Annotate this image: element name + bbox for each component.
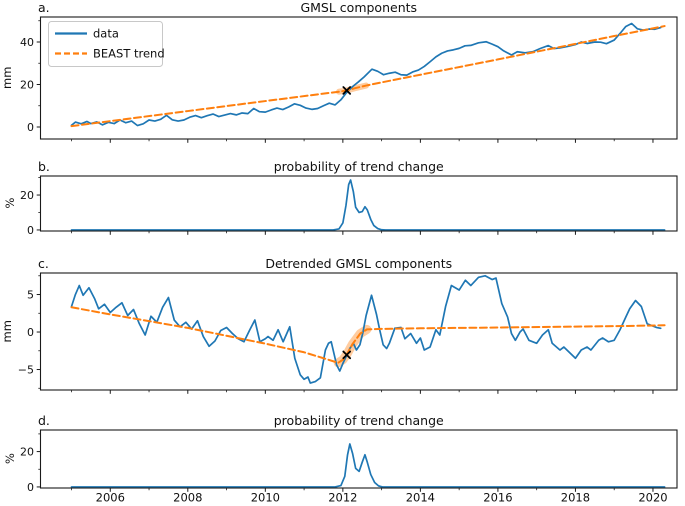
panel-d-probability-line (70, 443, 666, 488)
panel-a: 0 20 40 a. GMSL components mm data BEAST trend (0, 0, 678, 143)
panel-b-plot-area (70, 179, 666, 231)
panel-b-ylabel: % (3, 198, 17, 209)
panel-a-letter: a. (38, 0, 50, 15)
panel-c-ylabel: mm (0, 320, 14, 342)
x-axis-tick-label: 2010 (251, 491, 280, 505)
x-axis-tick-label: 2012 (328, 491, 357, 505)
legend-item-label: data (93, 27, 119, 41)
panel-c-changepoint-marker (342, 350, 352, 360)
panel-d-spines (39, 429, 678, 489)
panel-d-ylabel: % (3, 453, 17, 464)
x-axis-tick-label: 2016 (483, 491, 512, 505)
legend-item-label: BEAST trend (93, 47, 165, 61)
panel-b: 0 20 b. probability of trend change% (3, 159, 678, 237)
panel-c-plot-area (70, 274, 666, 384)
panel-c-data-line (70, 274, 662, 384)
panel-d-ytick-label: 20 (20, 446, 34, 459)
panel-c: −5 0 5 c. Detrended GMSL components mm (0, 256, 678, 394)
legend: data BEAST trend (48, 21, 165, 67)
panel-a-plot-area (70, 22, 666, 128)
panel-d: 0 20 2006 2008 2010 2012 2014 2016 2018 2020 d. pro… (3, 413, 678, 505)
panel-a-ytick-label: 20 (20, 78, 34, 91)
panel-d-plot-area (70, 443, 666, 488)
panel-b-letter: b. (38, 159, 50, 174)
panel-b-probability-line (70, 179, 666, 231)
panel-b-title: probability of trend change (274, 159, 444, 174)
panel-c-ytick-label: −5 (18, 364, 34, 377)
panel-a-ytick-label: 40 (20, 36, 34, 49)
panel-c-spines (39, 272, 678, 391)
panel-d-title: probability of trend change (274, 413, 444, 428)
x-axis-tick-label: 2020 (638, 491, 667, 505)
panel-a-ytick-label: 0 (27, 121, 34, 134)
panel-d-ytick-label: 0 (27, 481, 34, 494)
x-axis-tick-label: 2014 (406, 491, 435, 505)
panel-a-ylabel: mm (0, 67, 14, 89)
panel-a-trend-line (70, 25, 666, 128)
panel-b-ytick-label: 0 (27, 224, 34, 237)
panel-d-letter: d. (38, 413, 50, 428)
panel-c-title: Detrended GMSL components (265, 256, 452, 271)
panel-a-title: GMSL components (300, 0, 417, 15)
panel-c-ytick-label: 5 (27, 289, 34, 302)
panel-b-spines (39, 175, 678, 232)
x-axis-tick-label: 2018 (561, 491, 590, 505)
panel-a-changepoint-marker (342, 86, 352, 95)
panel-b-ytick-label: 20 (20, 189, 34, 202)
x-axis-tick-label: 2006 (96, 491, 125, 505)
x-axis-tick-label: 2008 (173, 491, 202, 505)
panel-a-spines (39, 16, 678, 140)
panel-c-ytick-label: 0 (27, 326, 34, 339)
panel-c-letter: c. (38, 256, 49, 271)
